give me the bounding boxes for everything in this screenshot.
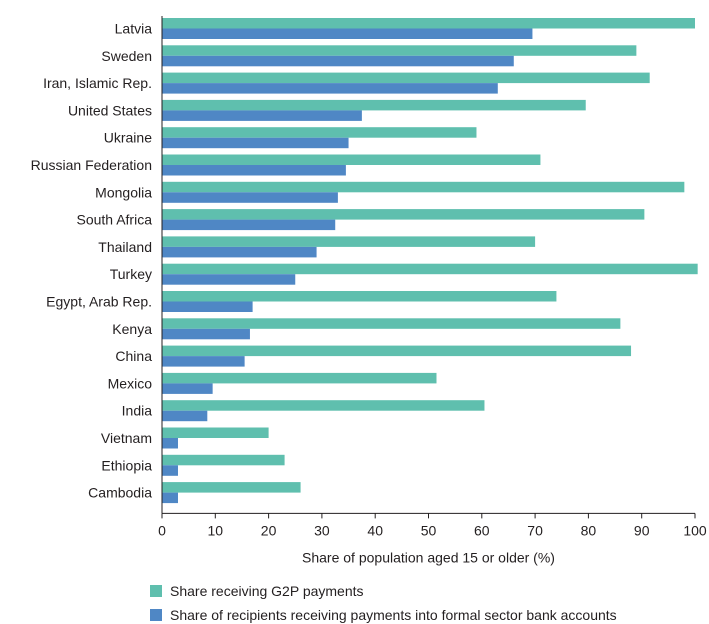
bar-g2p-south-africa xyxy=(162,209,645,220)
bar-bank-ukraine xyxy=(162,137,349,149)
bar-g2p-china xyxy=(162,345,632,357)
bar-bank-cambodia xyxy=(162,492,178,504)
category-label-latvia: Latvia xyxy=(115,21,153,37)
bar-g2p-cambodia xyxy=(162,482,301,493)
bar-bank-russian-federation xyxy=(162,165,346,176)
category-label-sweden: Sweden xyxy=(101,48,152,64)
x-tick-label-50: 50 xyxy=(421,522,437,538)
bar-g2p-iran-islamic-rep xyxy=(162,72,650,84)
bar-g2p-ukraine xyxy=(162,127,477,138)
bar-bank-turkey xyxy=(162,274,296,285)
x-tick-label-20: 20 xyxy=(261,522,277,538)
x-tick-label-40: 40 xyxy=(367,522,383,538)
category-label-mongolia: Mongolia xyxy=(95,184,152,200)
x-tick-label-60: 60 xyxy=(474,522,490,538)
bar-g2p-united-states xyxy=(162,99,586,111)
category-label-turkey: Turkey xyxy=(110,266,152,282)
x-tick-label-80: 80 xyxy=(581,522,597,538)
bar-bank-latvia xyxy=(162,28,533,39)
category-label-china: China xyxy=(115,348,152,364)
bar-g2p-latvia xyxy=(162,18,695,29)
bar-bank-vietnam xyxy=(162,438,178,449)
bar-g2p-russian-federation xyxy=(162,154,541,165)
bar-g2p-sweden xyxy=(162,45,637,56)
legend-item-bank-accounts: Share of recipients receiving payments i… xyxy=(150,607,617,623)
bar-bank-egypt-arab-rep xyxy=(162,301,253,312)
category-label-ethiopia: Ethiopia xyxy=(101,457,152,473)
category-label-ukraine: Ukraine xyxy=(104,130,152,146)
category-label-vietnam: Vietnam xyxy=(101,430,152,446)
category-label-south-africa: South Africa xyxy=(77,212,153,228)
legend-swatch-bank-accounts xyxy=(150,609,162,621)
category-label-kenya: Kenya xyxy=(112,321,152,337)
bar-bank-china xyxy=(162,356,245,367)
bar-bank-india xyxy=(162,410,208,422)
x-tick-label-90: 90 xyxy=(634,522,650,538)
legend-label-g2p: Share receiving G2P payments xyxy=(170,583,364,599)
category-label-russian-federation: Russian Federation xyxy=(31,157,152,173)
x-axis-title: Share of population aged 15 or older (%) xyxy=(302,549,555,565)
category-label-india: India xyxy=(122,403,153,419)
category-label-united-states: United States xyxy=(68,102,152,118)
category-label-mexico: Mexico xyxy=(108,375,153,391)
bar-g2p-turkey xyxy=(162,263,698,275)
bar-g2p-mongolia xyxy=(162,181,685,193)
x-tick-label-100: 100 xyxy=(683,522,707,538)
bar-g2p-ethiopia xyxy=(162,454,285,466)
legend-swatch-g2p xyxy=(150,585,162,597)
bar-bank-south-africa xyxy=(162,219,336,231)
x-tick-label-30: 30 xyxy=(314,522,330,538)
category-label-egypt-arab-rep: Egypt, Arab Rep. xyxy=(46,294,152,310)
bar-bank-ethiopia xyxy=(162,465,178,476)
bar-bank-iran-islamic-rep xyxy=(162,83,498,94)
bar-bank-sweden xyxy=(162,55,514,67)
x-tick-label-10: 10 xyxy=(208,522,224,538)
bar-g2p-mexico xyxy=(162,372,437,384)
bar-g2p-kenya xyxy=(162,318,621,329)
bar-g2p-vietnam xyxy=(162,427,269,438)
bar-g2p-india xyxy=(162,400,485,411)
bar-bank-mexico xyxy=(162,383,213,394)
legend-item-g2p: Share receiving G2P payments xyxy=(150,583,364,599)
bar-g2p-thailand xyxy=(162,236,536,247)
category-label-cambodia: Cambodia xyxy=(88,485,152,501)
x-tick-label-0: 0 xyxy=(158,522,166,538)
category-label-iran-islamic-rep: Iran, Islamic Rep. xyxy=(43,75,152,91)
bar-bank-united-states xyxy=(162,110,362,121)
category-label-thailand: Thailand xyxy=(98,239,152,255)
x-tick-label-70: 70 xyxy=(527,522,543,538)
bar-g2p-egypt-arab-rep xyxy=(162,291,557,302)
legend-label-bank-accounts: Share of recipients receiving payments i… xyxy=(170,607,617,623)
bar-bank-mongolia xyxy=(162,192,338,203)
bar-bank-kenya xyxy=(162,328,250,340)
bar-bank-thailand xyxy=(162,246,317,258)
